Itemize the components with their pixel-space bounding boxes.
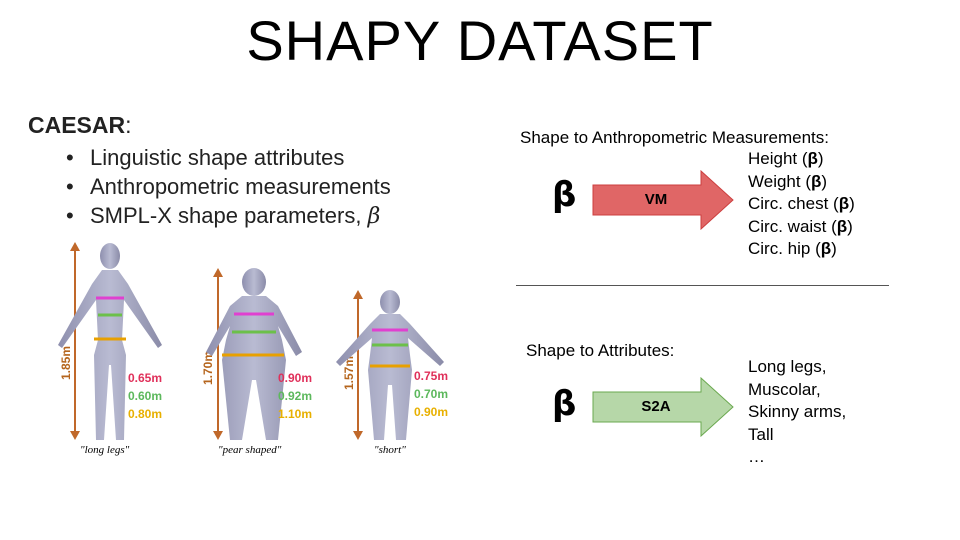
measurement-value: 0.65m bbox=[128, 371, 162, 385]
head bbox=[242, 268, 266, 296]
section-divider bbox=[516, 285, 889, 286]
vm-heading: Shape to Anthropometric Measurements: bbox=[520, 128, 829, 147]
output-beta: β bbox=[811, 171, 822, 191]
measurement-value: 0.90m bbox=[278, 371, 312, 385]
measurement-value: 1.10m bbox=[278, 407, 312, 421]
figure-label: "pear shaped" bbox=[218, 444, 282, 456]
caesar-bullet-list: Linguistic shape attributes Anthropometr… bbox=[58, 143, 391, 230]
bullet-item: SMPL-X shape parameters, β bbox=[58, 201, 391, 230]
measurement-value: 0.75m bbox=[414, 369, 448, 383]
output-beta: β bbox=[836, 216, 848, 236]
figure-label: "long legs" bbox=[80, 444, 130, 456]
output-beta: β bbox=[838, 194, 850, 213]
caesar-colon: : bbox=[125, 112, 132, 138]
arrow-head bbox=[213, 431, 223, 440]
vm-arrow bbox=[592, 170, 734, 230]
vm-output-item: Height (β) bbox=[748, 148, 855, 171]
output-end: ) bbox=[821, 171, 828, 191]
measurement-value: 0.92m bbox=[278, 389, 312, 403]
vm-beta-symbol: β bbox=[552, 175, 577, 215]
caesar-heading: CAESAR: bbox=[28, 112, 132, 139]
body bbox=[58, 270, 162, 440]
height-label: 1.57m bbox=[342, 356, 356, 390]
output-text: Height ( bbox=[748, 149, 808, 168]
body bbox=[206, 296, 302, 440]
s2a-output-item: Tall bbox=[748, 424, 774, 444]
head bbox=[380, 290, 400, 314]
output-end: ) bbox=[849, 194, 855, 213]
vm-output-item: Circ. chest (β) bbox=[748, 193, 855, 216]
s2a-arrow bbox=[592, 377, 734, 437]
measurement-value: 0.70m bbox=[414, 387, 448, 401]
caesar-heading-text: CAESAR bbox=[28, 112, 126, 138]
vm-arrow-label: VM bbox=[644, 191, 668, 208]
head bbox=[100, 243, 120, 269]
s2a-beta-symbol: β bbox=[552, 384, 577, 424]
slide-title: SHAPY DATASET bbox=[246, 9, 714, 72]
measurement-value: 0.60m bbox=[128, 389, 162, 403]
s2a-output-item: Muscolar, bbox=[748, 379, 821, 399]
figure-short: 1.57m 0.75m 0.70m 0.90m "short" bbox=[336, 290, 448, 456]
s2a-output-item: Long legs, bbox=[748, 357, 827, 376]
vm-output-item: Circ. hip (β) bbox=[748, 238, 855, 261]
output-text: Circ. chest ( bbox=[748, 194, 839, 213]
measurement-value: 0.90m bbox=[414, 405, 448, 419]
output-end: ) bbox=[847, 216, 853, 236]
height-label: 1.70m bbox=[201, 351, 215, 385]
output-end: ) bbox=[831, 239, 837, 258]
beta-symbol: β bbox=[367, 204, 381, 229]
bullet-text: Anthropometric measurements bbox=[90, 174, 391, 199]
vm-arrow-shape bbox=[592, 170, 734, 230]
figure-label: "short" bbox=[374, 444, 406, 456]
s2a-arrow-label: S2A bbox=[641, 398, 671, 415]
s2a-arrow-shape bbox=[592, 377, 734, 437]
output-beta: β bbox=[820, 239, 832, 258]
output-text: Weight ( bbox=[748, 171, 811, 191]
arrow-head bbox=[353, 431, 363, 440]
height-label: 1.85m bbox=[59, 346, 73, 380]
vm-output-item: Circ. waist (β) bbox=[748, 216, 855, 239]
s2a-output-list: Long legs, Muscolar, Skinny arms, Tall … bbox=[748, 356, 846, 469]
s2a-output-item: … bbox=[748, 447, 765, 466]
figure-pear-shaped: 1.70m 0.90m 0.92m 1.10m "pear shaped" bbox=[201, 268, 312, 456]
output-end: ) bbox=[817, 149, 824, 168]
arrow-head bbox=[353, 290, 363, 299]
bullet-item: Linguistic shape attributes bbox=[58, 143, 391, 172]
arrow-head bbox=[70, 431, 80, 440]
body-shapes-illustration: 1.85m 0.65m 0.60m 0.80m "long legs" 1.70… bbox=[58, 242, 448, 456]
body bbox=[336, 314, 444, 440]
arrow-head bbox=[213, 268, 223, 277]
bullet-text: Linguistic shape attributes bbox=[90, 145, 345, 170]
figure-long-legs: 1.85m 0.65m 0.60m 0.80m "long legs" bbox=[58, 242, 162, 456]
measurement-value: 0.80m bbox=[128, 407, 162, 421]
bullet-text: SMPL-X shape parameters, bbox=[90, 203, 362, 228]
arrow-head bbox=[70, 242, 80, 251]
output-beta: β bbox=[807, 149, 818, 168]
output-text: Circ. waist ( bbox=[748, 216, 837, 236]
s2a-output-item: Skinny arms, bbox=[748, 402, 847, 421]
s2a-heading: Shape to Attributes: bbox=[526, 341, 675, 360]
output-text: Circ. hip ( bbox=[748, 239, 821, 258]
bullet-item: Anthropometric measurements bbox=[58, 172, 391, 201]
vm-output-item: Weight (β) bbox=[748, 171, 855, 194]
vm-output-list: Height (β) Weight (β) Circ. chest (β) Ci… bbox=[748, 148, 855, 261]
